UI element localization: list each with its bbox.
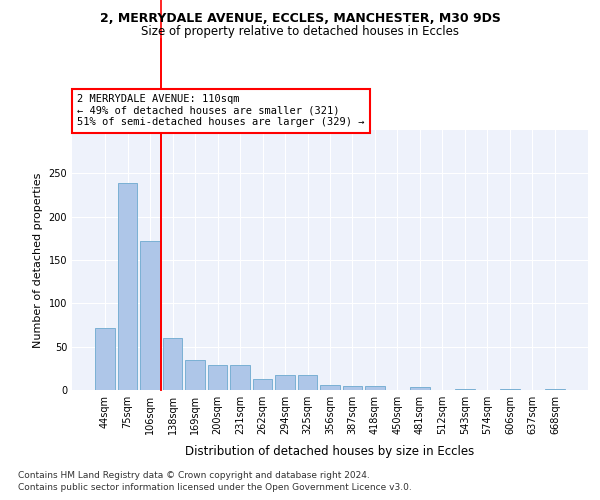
X-axis label: Distribution of detached houses by size in Eccles: Distribution of detached houses by size … [185, 446, 475, 458]
Bar [545, 389, 565, 390]
Bar [455, 389, 475, 390]
Y-axis label: Number of detached properties: Number of detached properties [33, 172, 43, 348]
Bar [230, 365, 250, 390]
Bar [320, 385, 340, 390]
Text: 2, MERRYDALE AVENUE, ECCLES, MANCHESTER, M30 9DS: 2, MERRYDALE AVENUE, ECCLES, MANCHESTER,… [100, 12, 500, 26]
Bar [118, 183, 137, 390]
Bar [275, 376, 295, 390]
Bar [298, 376, 317, 390]
Bar [140, 241, 160, 390]
Text: 2 MERRYDALE AVENUE: 110sqm
← 49% of detached houses are smaller (321)
51% of sem: 2 MERRYDALE AVENUE: 110sqm ← 49% of deta… [77, 94, 365, 128]
Bar [410, 386, 430, 390]
Bar [253, 378, 272, 390]
Text: Contains HM Land Registry data © Crown copyright and database right 2024.: Contains HM Land Registry data © Crown c… [18, 471, 370, 480]
Bar [163, 338, 182, 390]
Bar [208, 365, 227, 390]
Bar [365, 386, 385, 390]
Bar [185, 360, 205, 390]
Bar [95, 328, 115, 390]
Text: Contains public sector information licensed under the Open Government Licence v3: Contains public sector information licen… [18, 484, 412, 492]
Bar [343, 386, 362, 390]
Bar [500, 389, 520, 390]
Text: Size of property relative to detached houses in Eccles: Size of property relative to detached ho… [141, 25, 459, 38]
